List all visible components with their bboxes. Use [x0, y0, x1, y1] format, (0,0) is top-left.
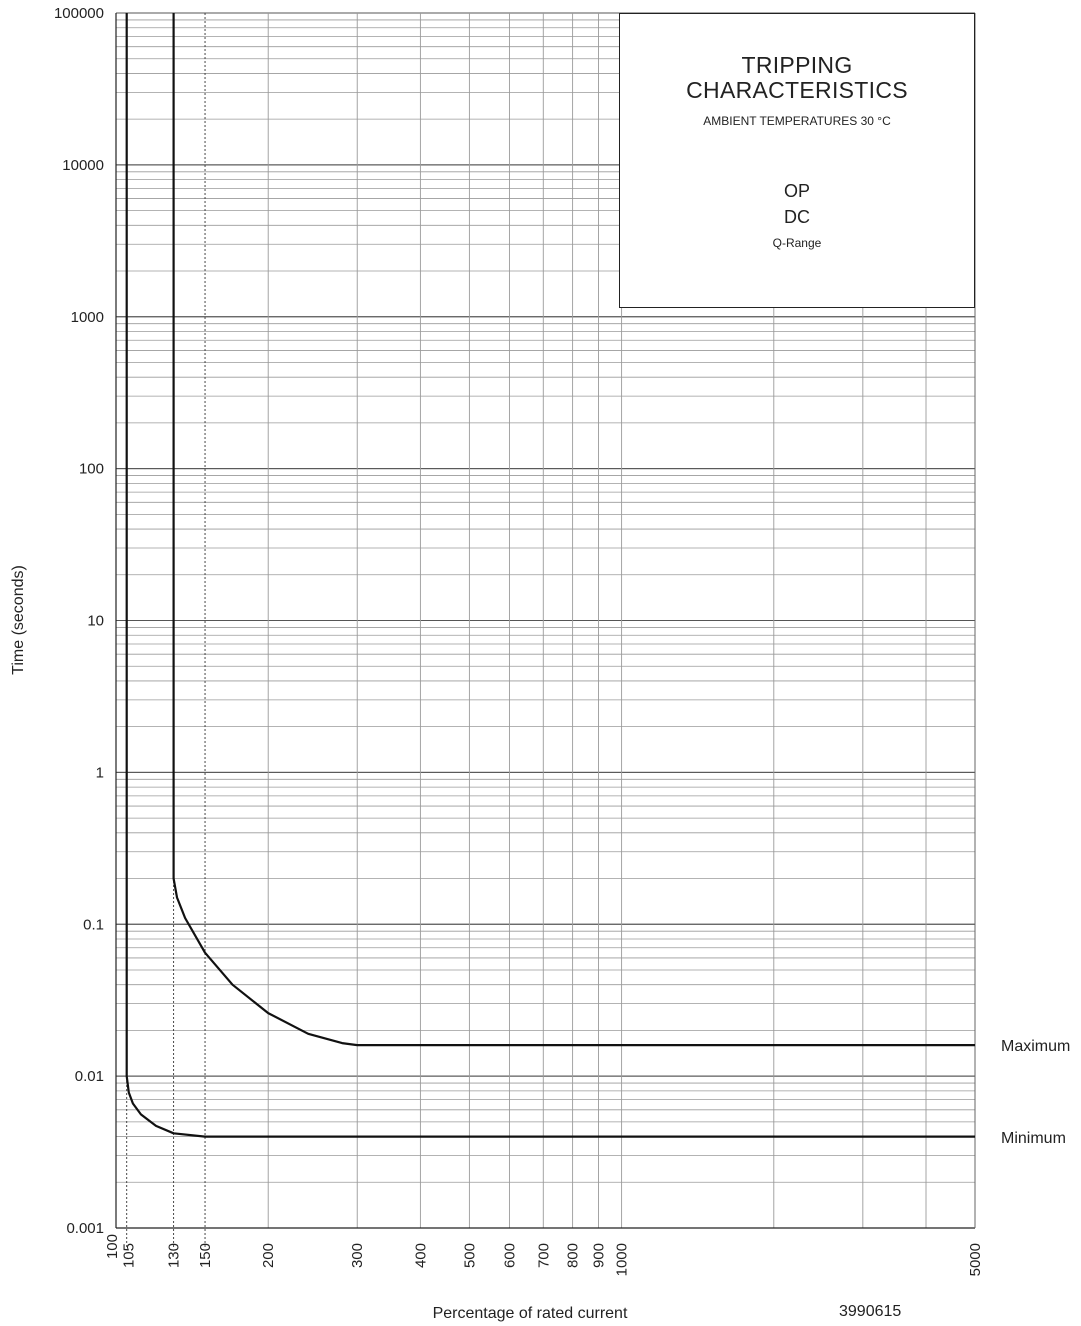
type-dc: DC	[784, 207, 810, 227]
x-tick-label: 800	[565, 1243, 582, 1268]
x-tick-label: 700	[535, 1243, 552, 1268]
y-tick-label: 100	[79, 461, 104, 478]
y-tick-label: 0.001	[66, 1220, 104, 1237]
chart-title-line-1: TRIPPING	[741, 52, 853, 78]
x-tick-label: 400	[412, 1243, 429, 1268]
x-tick-label: 100	[104, 1234, 121, 1259]
y-tick-label: 1	[96, 764, 104, 781]
x-tick-label: 5000	[967, 1243, 984, 1276]
range-label: Q-Range	[772, 236, 822, 250]
grid	[115, 12, 976, 1229]
x-tick-labels: 100 105 130 150 200 300 400 500 600 700 800 900 1000…	[104, 1234, 984, 1276]
series-line-minimum	[125, 13, 975, 1138]
chart-subtitle: AMBIENT TEMPERATURES 30 °C	[703, 114, 891, 128]
chart-info-box: TRIPPING CHARACTERISTICS AMBIENT TEMPERA…	[619, 13, 975, 308]
y-tick-label: 0.01	[75, 1068, 104, 1085]
x-tick-label: 900	[591, 1243, 608, 1268]
plot-frame	[115, 13, 976, 1229]
series-label-minimum: Minimum	[1001, 1130, 1066, 1147]
y-tick-label: 1000	[71, 309, 104, 326]
y-tick-label: 10000	[62, 157, 104, 174]
x-tick-label: 1000	[614, 1243, 631, 1276]
type-op: OP	[783, 181, 810, 201]
x-tick-label: 600	[501, 1243, 518, 1268]
x-tick-label: 150	[197, 1243, 214, 1268]
series-line-maximum	[172, 13, 975, 1047]
x-tick-label: 105	[121, 1243, 138, 1268]
y-tick-label: 100000	[54, 5, 104, 22]
document-id: 3990615	[839, 1303, 902, 1320]
y-axis-title: Time (seconds)	[10, 565, 27, 675]
x-tick-label: 300	[349, 1243, 366, 1268]
y-tick-labels: 0.001 0.01 0.1 1 10 100 1000 10000 100000	[54, 5, 104, 1237]
x-tick-label: 200	[260, 1243, 277, 1268]
x-axis-title: Percentage of rated current	[433, 1305, 628, 1322]
chart-title-line-2: CHARACTERISTICS	[686, 77, 908, 103]
series-label-maximum: Maximum	[1001, 1038, 1070, 1055]
series-layer	[125, 13, 975, 1138]
chart-title: TRIPPING CHARACTERISTICS	[620, 53, 974, 103]
x-tick-label: 500	[461, 1243, 478, 1268]
x-tick-label: 130	[166, 1243, 183, 1268]
y-tick-label: 10	[87, 613, 104, 630]
y-tick-label: 0.1	[83, 916, 104, 933]
